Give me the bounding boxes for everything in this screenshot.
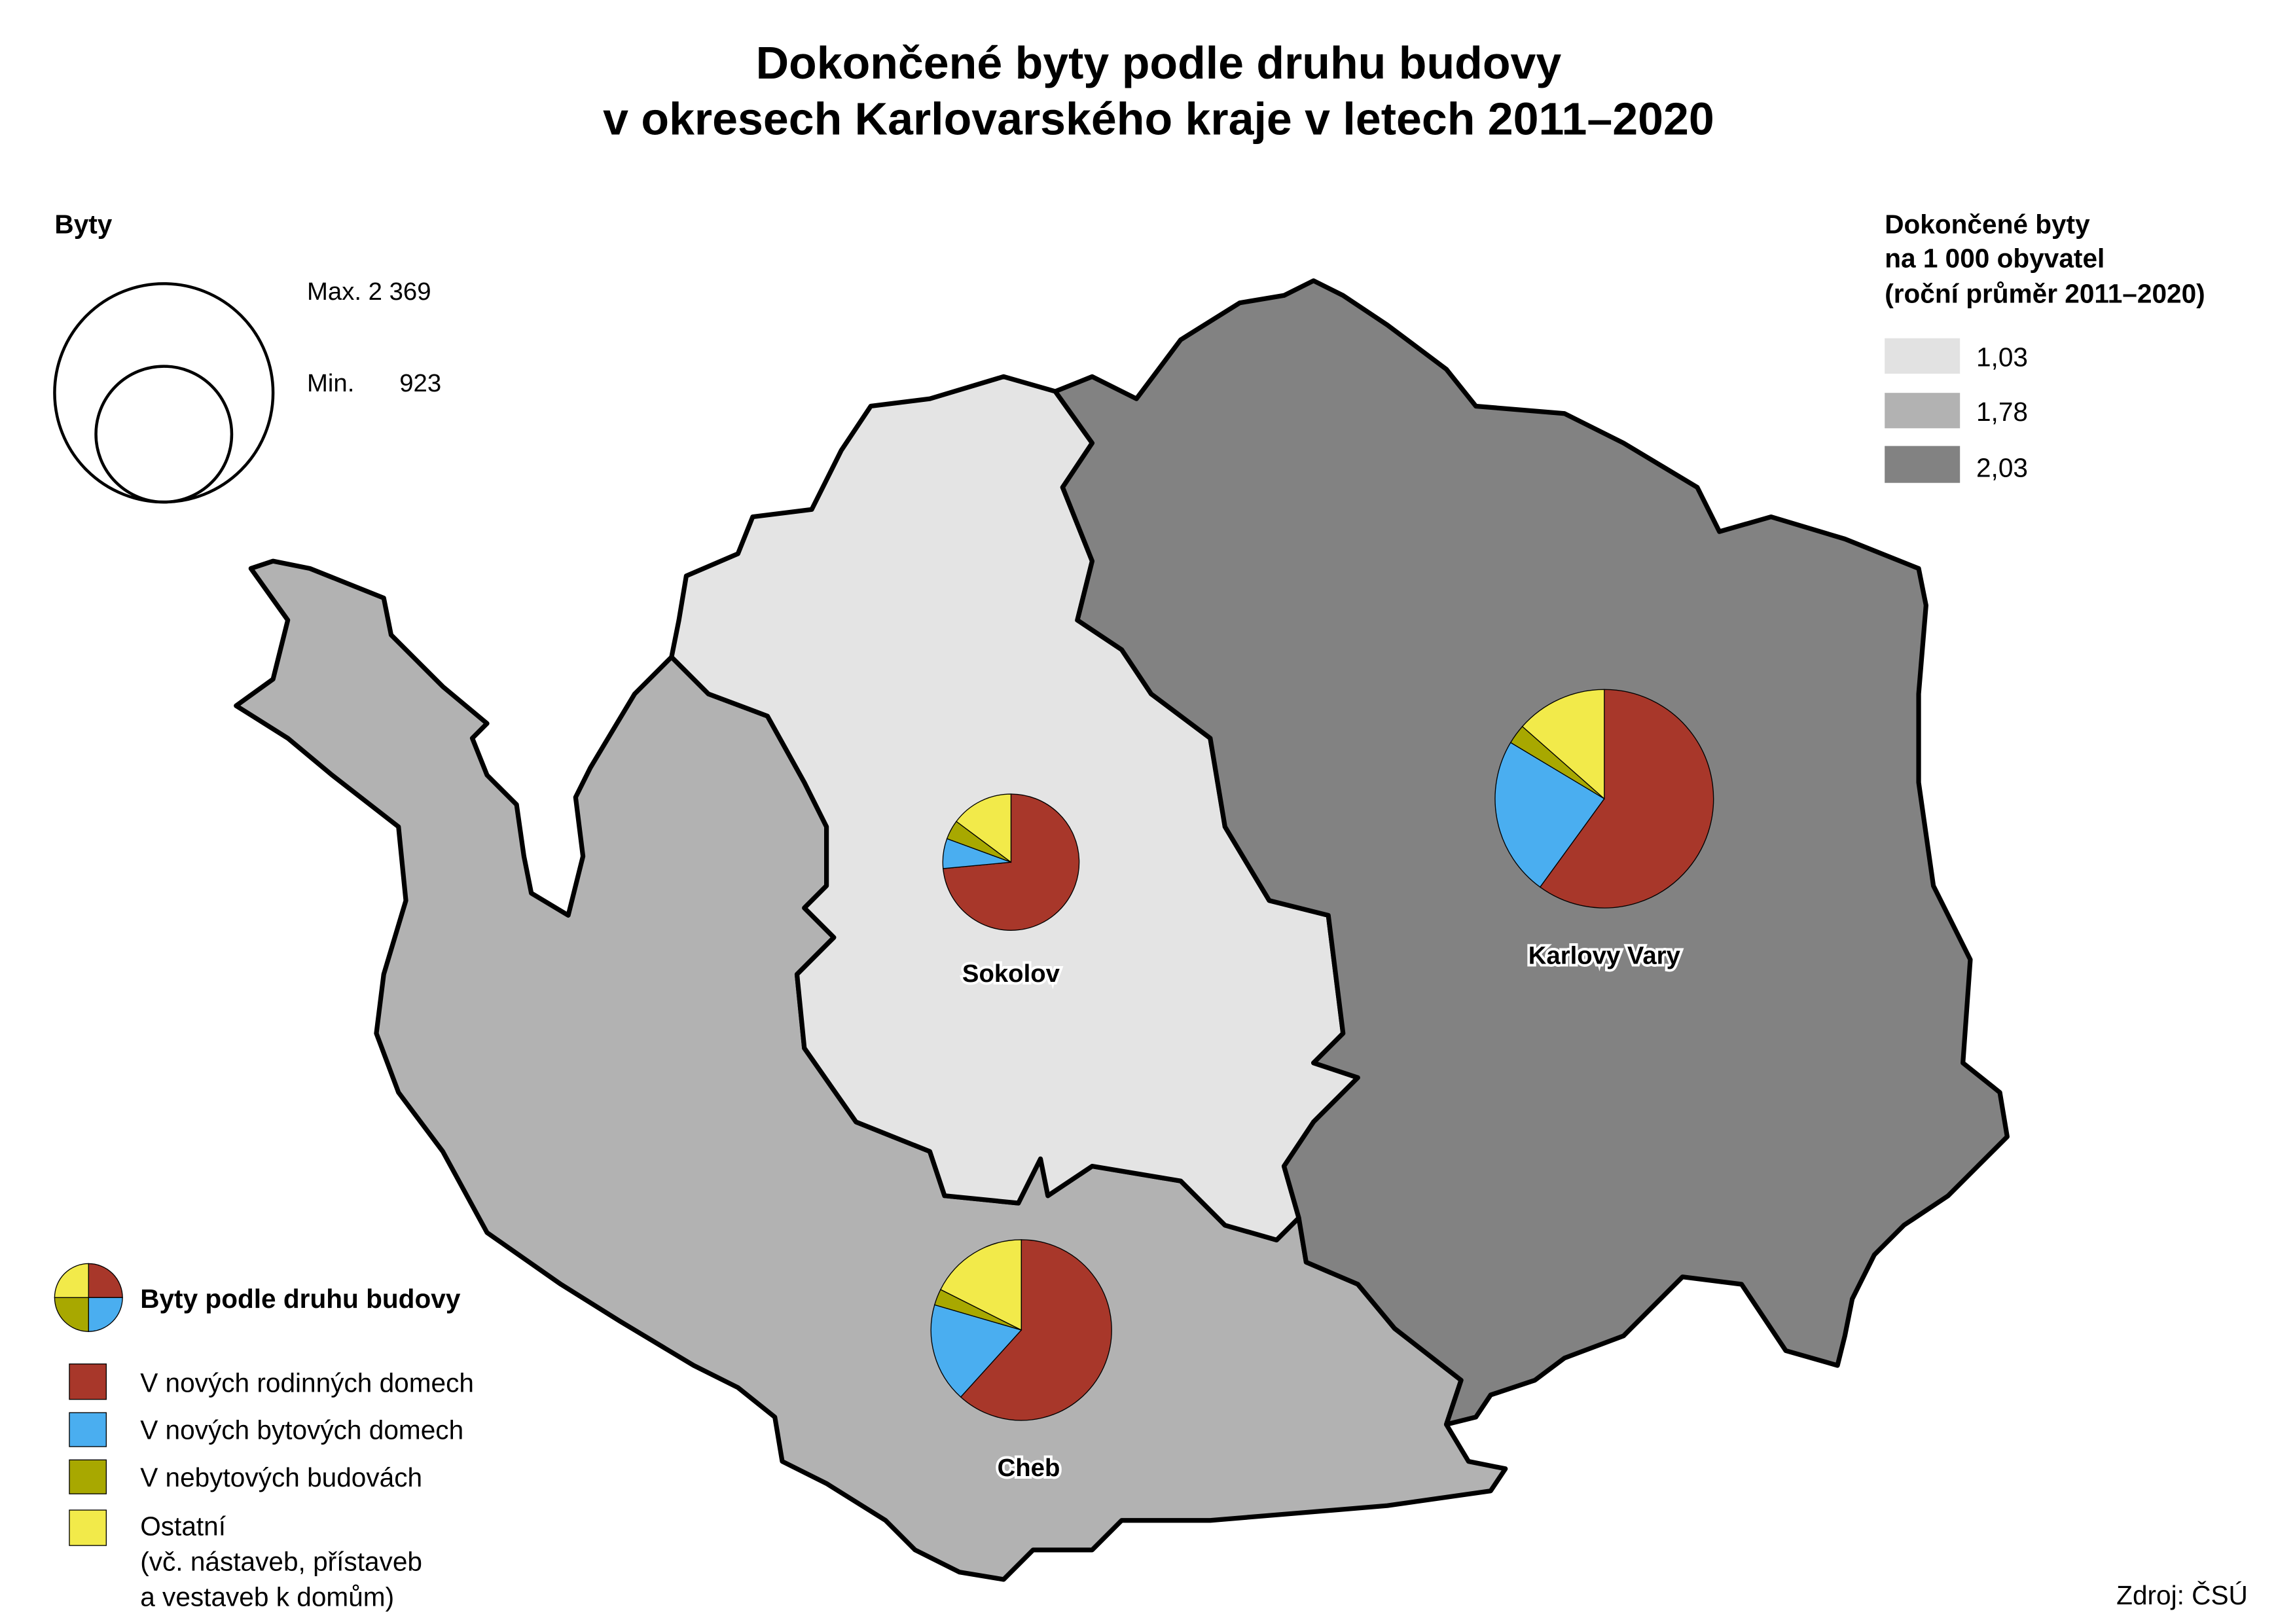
category-swatch-3 (69, 1459, 107, 1494)
choropleth-swatch-1 (1885, 338, 1961, 374)
pie-cheb (930, 1239, 1112, 1421)
category-label-3: V nebytových budovách (140, 1462, 422, 1492)
title-line1: Dokončené byty podle druhu budovy (756, 37, 1562, 88)
category-label-2: V nových bytových domech (140, 1415, 463, 1445)
category-swatch-1 (69, 1363, 107, 1400)
title-line2: v okresech Karlovarského kraje v letech … (603, 94, 1714, 145)
district-label-sokolov: Sokolov (962, 960, 1060, 988)
pie-slice (1494, 742, 1605, 888)
category-label-4-line2: (vč. nástaveb, přístaveb (140, 1546, 422, 1576)
choropleth-swatch-3 (1885, 446, 1961, 483)
size-legend-min-value: 923 (399, 369, 441, 397)
pie-slice (960, 1239, 1112, 1421)
choropleth-label-3: 2,03 (1976, 453, 2028, 483)
district-map (234, 278, 2010, 1582)
category-legend-pie-icon (54, 1263, 123, 1332)
size-legend-max-label: Max. 2 369 (307, 278, 431, 306)
pie-slice (930, 1304, 1022, 1398)
pie-slice (1539, 689, 1714, 909)
category-swatch-2 (69, 1412, 107, 1447)
choropleth-legend-title-3: (roční průměr 2011–2020) (1885, 279, 2205, 309)
category-legend-title: Byty podle druhu budovy (140, 1284, 461, 1314)
category-legend: Byty podle druhu budovy V nových rodinný… (54, 1263, 474, 1612)
category-label-1: V nových rodinných domech (140, 1368, 474, 1398)
category-swatch-4 (69, 1509, 107, 1546)
pie-slice (939, 1239, 1022, 1331)
choropleth-label-1: 1,03 (1976, 342, 2028, 372)
pie-sokolov (942, 793, 1080, 931)
choropleth-label-2: 1,78 (1976, 397, 2028, 427)
choropleth-legend: Dokončené byty na 1 000 obyvatel (roční … (1885, 209, 2205, 483)
choropleth-legend-title-2: na 1 000 obyvatel (1885, 244, 2105, 274)
choropleth-legend-title-1: Dokončené byty (1885, 209, 2090, 240)
size-legend: Byty Max. 2 369 Min. 923 (53, 209, 441, 504)
size-legend-title: Byty (54, 209, 112, 240)
source-note: Zdroj: ČSÚ (2116, 1580, 2248, 1610)
district-label-cheb: Cheb (998, 1454, 1060, 1482)
district-label-karlovy-vary: Karlovy Vary (1528, 942, 1681, 970)
district-pies (930, 689, 1714, 1421)
category-label-4-line3: a vestaveb k domům) (140, 1582, 394, 1612)
size-legend-min-label: Min. (307, 369, 354, 397)
choropleth-swatch-2 (1885, 393, 1961, 429)
pie-slice (956, 793, 1012, 863)
size-legend-max-circle (53, 282, 275, 504)
category-label-4: Ostatní (140, 1511, 226, 1541)
pie-karlovy-vary (1494, 689, 1714, 909)
pie-slice (1521, 689, 1605, 800)
size-legend-min-circle (94, 365, 234, 504)
